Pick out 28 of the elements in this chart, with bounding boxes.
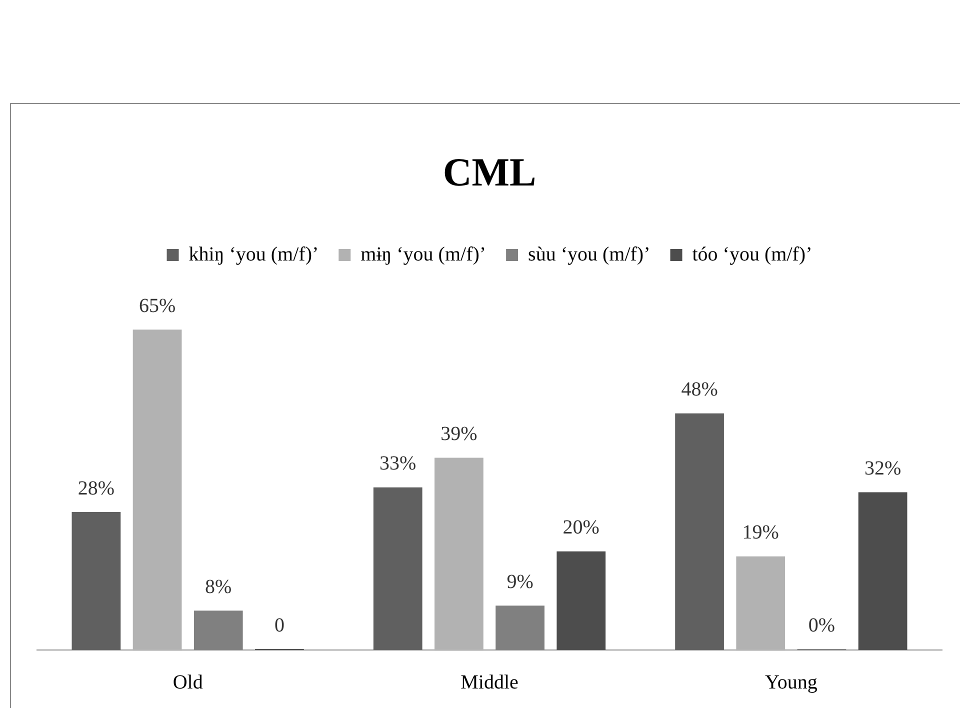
x-tick-label: Young — [764, 671, 818, 694]
bar — [72, 512, 121, 650]
data-label: 8% — [205, 576, 232, 598]
legend-label: mɨŋ ‘you (m/f)’ — [360, 243, 486, 266]
data-label: 65% — [138, 294, 176, 317]
data-label: 32% — [864, 458, 902, 480]
bar — [675, 413, 724, 650]
data-label: 19% — [742, 522, 779, 544]
data-label: 48% — [681, 378, 718, 401]
x-tick-label: Middle — [460, 671, 519, 694]
x-tick-label: Old — [172, 671, 203, 694]
data-label: 0 — [274, 614, 284, 636]
data-label: 39% — [440, 423, 478, 446]
data-label: 33% — [380, 452, 416, 475]
bar — [434, 458, 484, 650]
data-label: 20% — [562, 516, 600, 539]
bar — [132, 330, 182, 650]
legend-label: khiŋ ‘you (m/f)’ — [188, 243, 319, 266]
bar — [858, 492, 908, 650]
legend-label: tóo ‘you (m/f)’ — [692, 243, 812, 266]
chart-title: CML — [442, 149, 536, 194]
data-label: 9% — [506, 570, 534, 593]
bar — [373, 487, 422, 650]
bar — [556, 551, 606, 650]
legend-label: sùu ‘you (m/f)’ — [528, 243, 650, 266]
data-label: 28% — [78, 477, 115, 500]
data-label: 0% — [808, 614, 836, 636]
bar — [736, 556, 786, 650]
